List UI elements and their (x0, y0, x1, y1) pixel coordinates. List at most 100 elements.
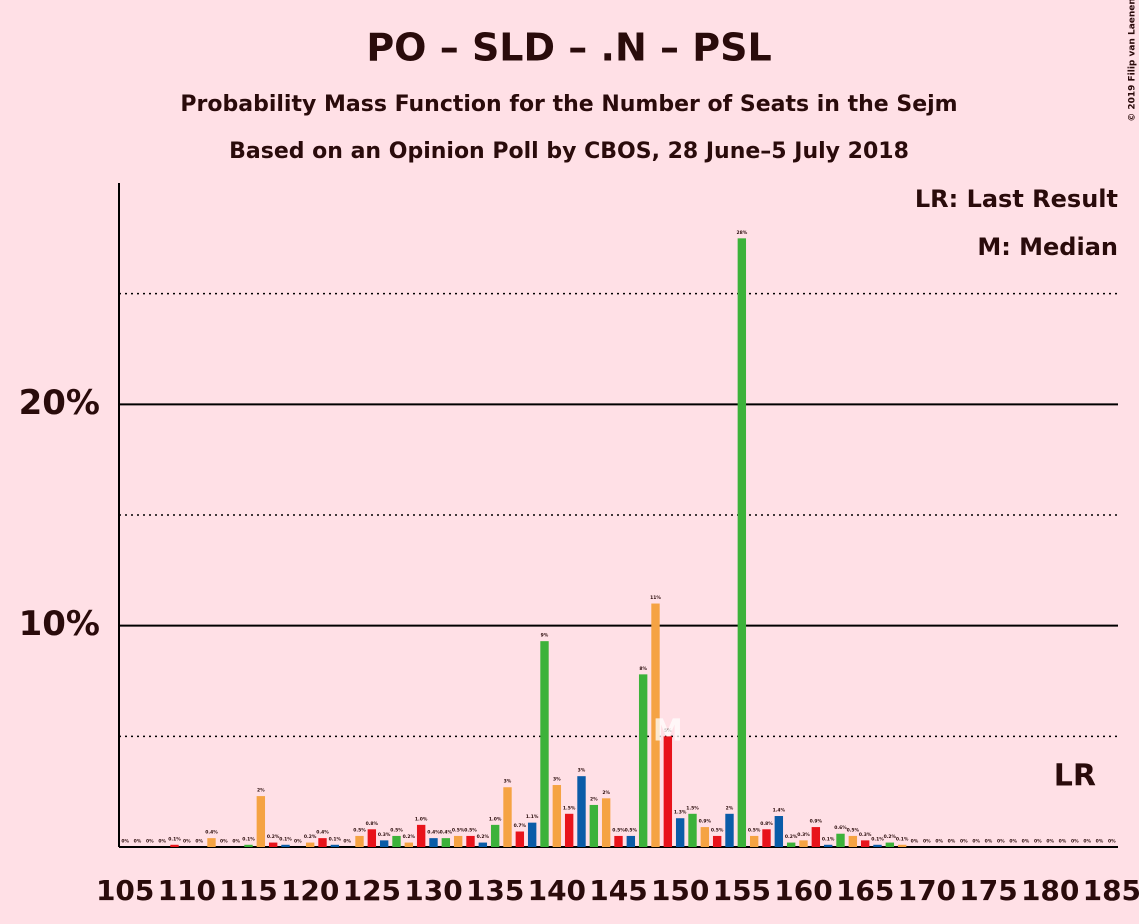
bar (453, 835, 463, 847)
bar (823, 844, 833, 847)
data-label: 0% (1108, 839, 1116, 845)
data-label: 0.5% (390, 827, 403, 833)
chart-subtitle: Probability Mass Function for the Number… (180, 92, 957, 117)
data-label: 0.2% (477, 834, 490, 840)
data-label: 0.1% (822, 836, 835, 842)
data-label: 0.5% (625, 827, 638, 833)
bar (601, 798, 611, 847)
bar (663, 736, 673, 847)
data-label: 0.5% (847, 827, 860, 833)
data-label: 0% (183, 839, 191, 845)
bar (404, 842, 414, 847)
data-label: 2% (602, 790, 610, 796)
data-label: 0.2% (304, 834, 317, 840)
bar (897, 844, 907, 847)
data-label: 0.4% (427, 830, 440, 836)
median-marker: M (653, 714, 683, 749)
bar (515, 831, 525, 847)
data-label: 0% (923, 839, 931, 845)
bar (836, 833, 845, 847)
data-label: 1.3% (674, 810, 687, 816)
data-label: 0% (1083, 839, 1091, 845)
copyright: © 2019 Filip van Laenen (1128, 0, 1138, 122)
bar (429, 838, 438, 847)
data-label: 0.7% (514, 823, 527, 829)
data-label: 0.3% (859, 832, 872, 838)
data-label: 0% (935, 839, 943, 845)
data-label: 0.3% (378, 832, 391, 838)
bar (774, 816, 784, 847)
data-label: 0% (343, 839, 351, 845)
x-tick-label: 110 (158, 874, 216, 907)
data-label: 1.0% (489, 816, 502, 822)
bar (478, 842, 488, 847)
data-label: 0.8% (760, 821, 773, 827)
data-label: 28% (736, 230, 747, 236)
bar (786, 842, 796, 847)
data-label: 0% (1071, 839, 1079, 845)
x-tick-label: 180 (1021, 874, 1079, 907)
bar (577, 776, 586, 847)
data-label: 2% (590, 796, 598, 802)
data-label: 0.1% (279, 836, 292, 842)
data-label: 0% (220, 839, 228, 845)
bar (527, 822, 537, 847)
bar (762, 829, 771, 847)
bar (490, 824, 500, 847)
data-label: 0% (1022, 839, 1030, 845)
data-label: 8% (639, 666, 647, 672)
data-label: 0.4% (440, 830, 453, 836)
bar (614, 835, 623, 847)
data-label: 0.5% (464, 827, 477, 833)
data-label: 0% (997, 839, 1005, 845)
x-tick-label: 165 (836, 874, 894, 907)
data-label: 0% (232, 839, 240, 845)
chart-subtitle: Based on an Opinion Poll by CBOS, 28 Jun… (229, 139, 909, 164)
bar (281, 844, 290, 847)
data-label: 0.2% (267, 834, 280, 840)
y-tick-label: 20% (19, 383, 100, 423)
data-label: 1.4% (773, 808, 786, 814)
data-label: 0.4% (205, 830, 218, 836)
bar (737, 238, 747, 848)
bar (552, 785, 562, 847)
x-tick-label: 155 (713, 874, 771, 907)
bar (589, 804, 599, 847)
data-label: 0% (911, 839, 919, 845)
bar (540, 641, 549, 847)
data-label: 0% (1046, 839, 1054, 845)
bar (503, 787, 512, 847)
bar (712, 835, 722, 847)
data-label: 0.6% (834, 825, 847, 831)
data-label: 0.2% (785, 834, 798, 840)
data-label: 0% (1096, 839, 1104, 845)
data-label: 0.3% (797, 832, 810, 838)
bar (355, 835, 364, 847)
data-label: 0.5% (748, 827, 761, 833)
x-tick-label: 170 (898, 874, 956, 907)
bar (564, 813, 574, 847)
x-tick-label: 135 (466, 874, 524, 907)
data-label: 0.5% (452, 827, 465, 833)
bar (675, 818, 685, 847)
y-tick-label: 10% (19, 604, 100, 644)
bar (700, 827, 710, 847)
data-label: 3% (553, 777, 561, 783)
bar (725, 813, 734, 847)
data-label: 1.5% (686, 805, 699, 811)
bar (256, 796, 266, 847)
data-label: 0.5% (353, 827, 366, 833)
data-label: 0% (121, 839, 129, 845)
data-label: 0.1% (242, 836, 255, 842)
data-label: 0.9% (810, 819, 823, 825)
data-label: 0% (134, 839, 142, 845)
x-tick-label: 125 (343, 874, 401, 907)
bar (207, 838, 216, 847)
data-label: 0.1% (168, 836, 181, 842)
bar (848, 835, 858, 847)
data-label: 1.0% (415, 816, 428, 822)
data-label: 5% (664, 728, 672, 734)
data-label: 0% (146, 839, 154, 845)
bar (873, 844, 882, 847)
